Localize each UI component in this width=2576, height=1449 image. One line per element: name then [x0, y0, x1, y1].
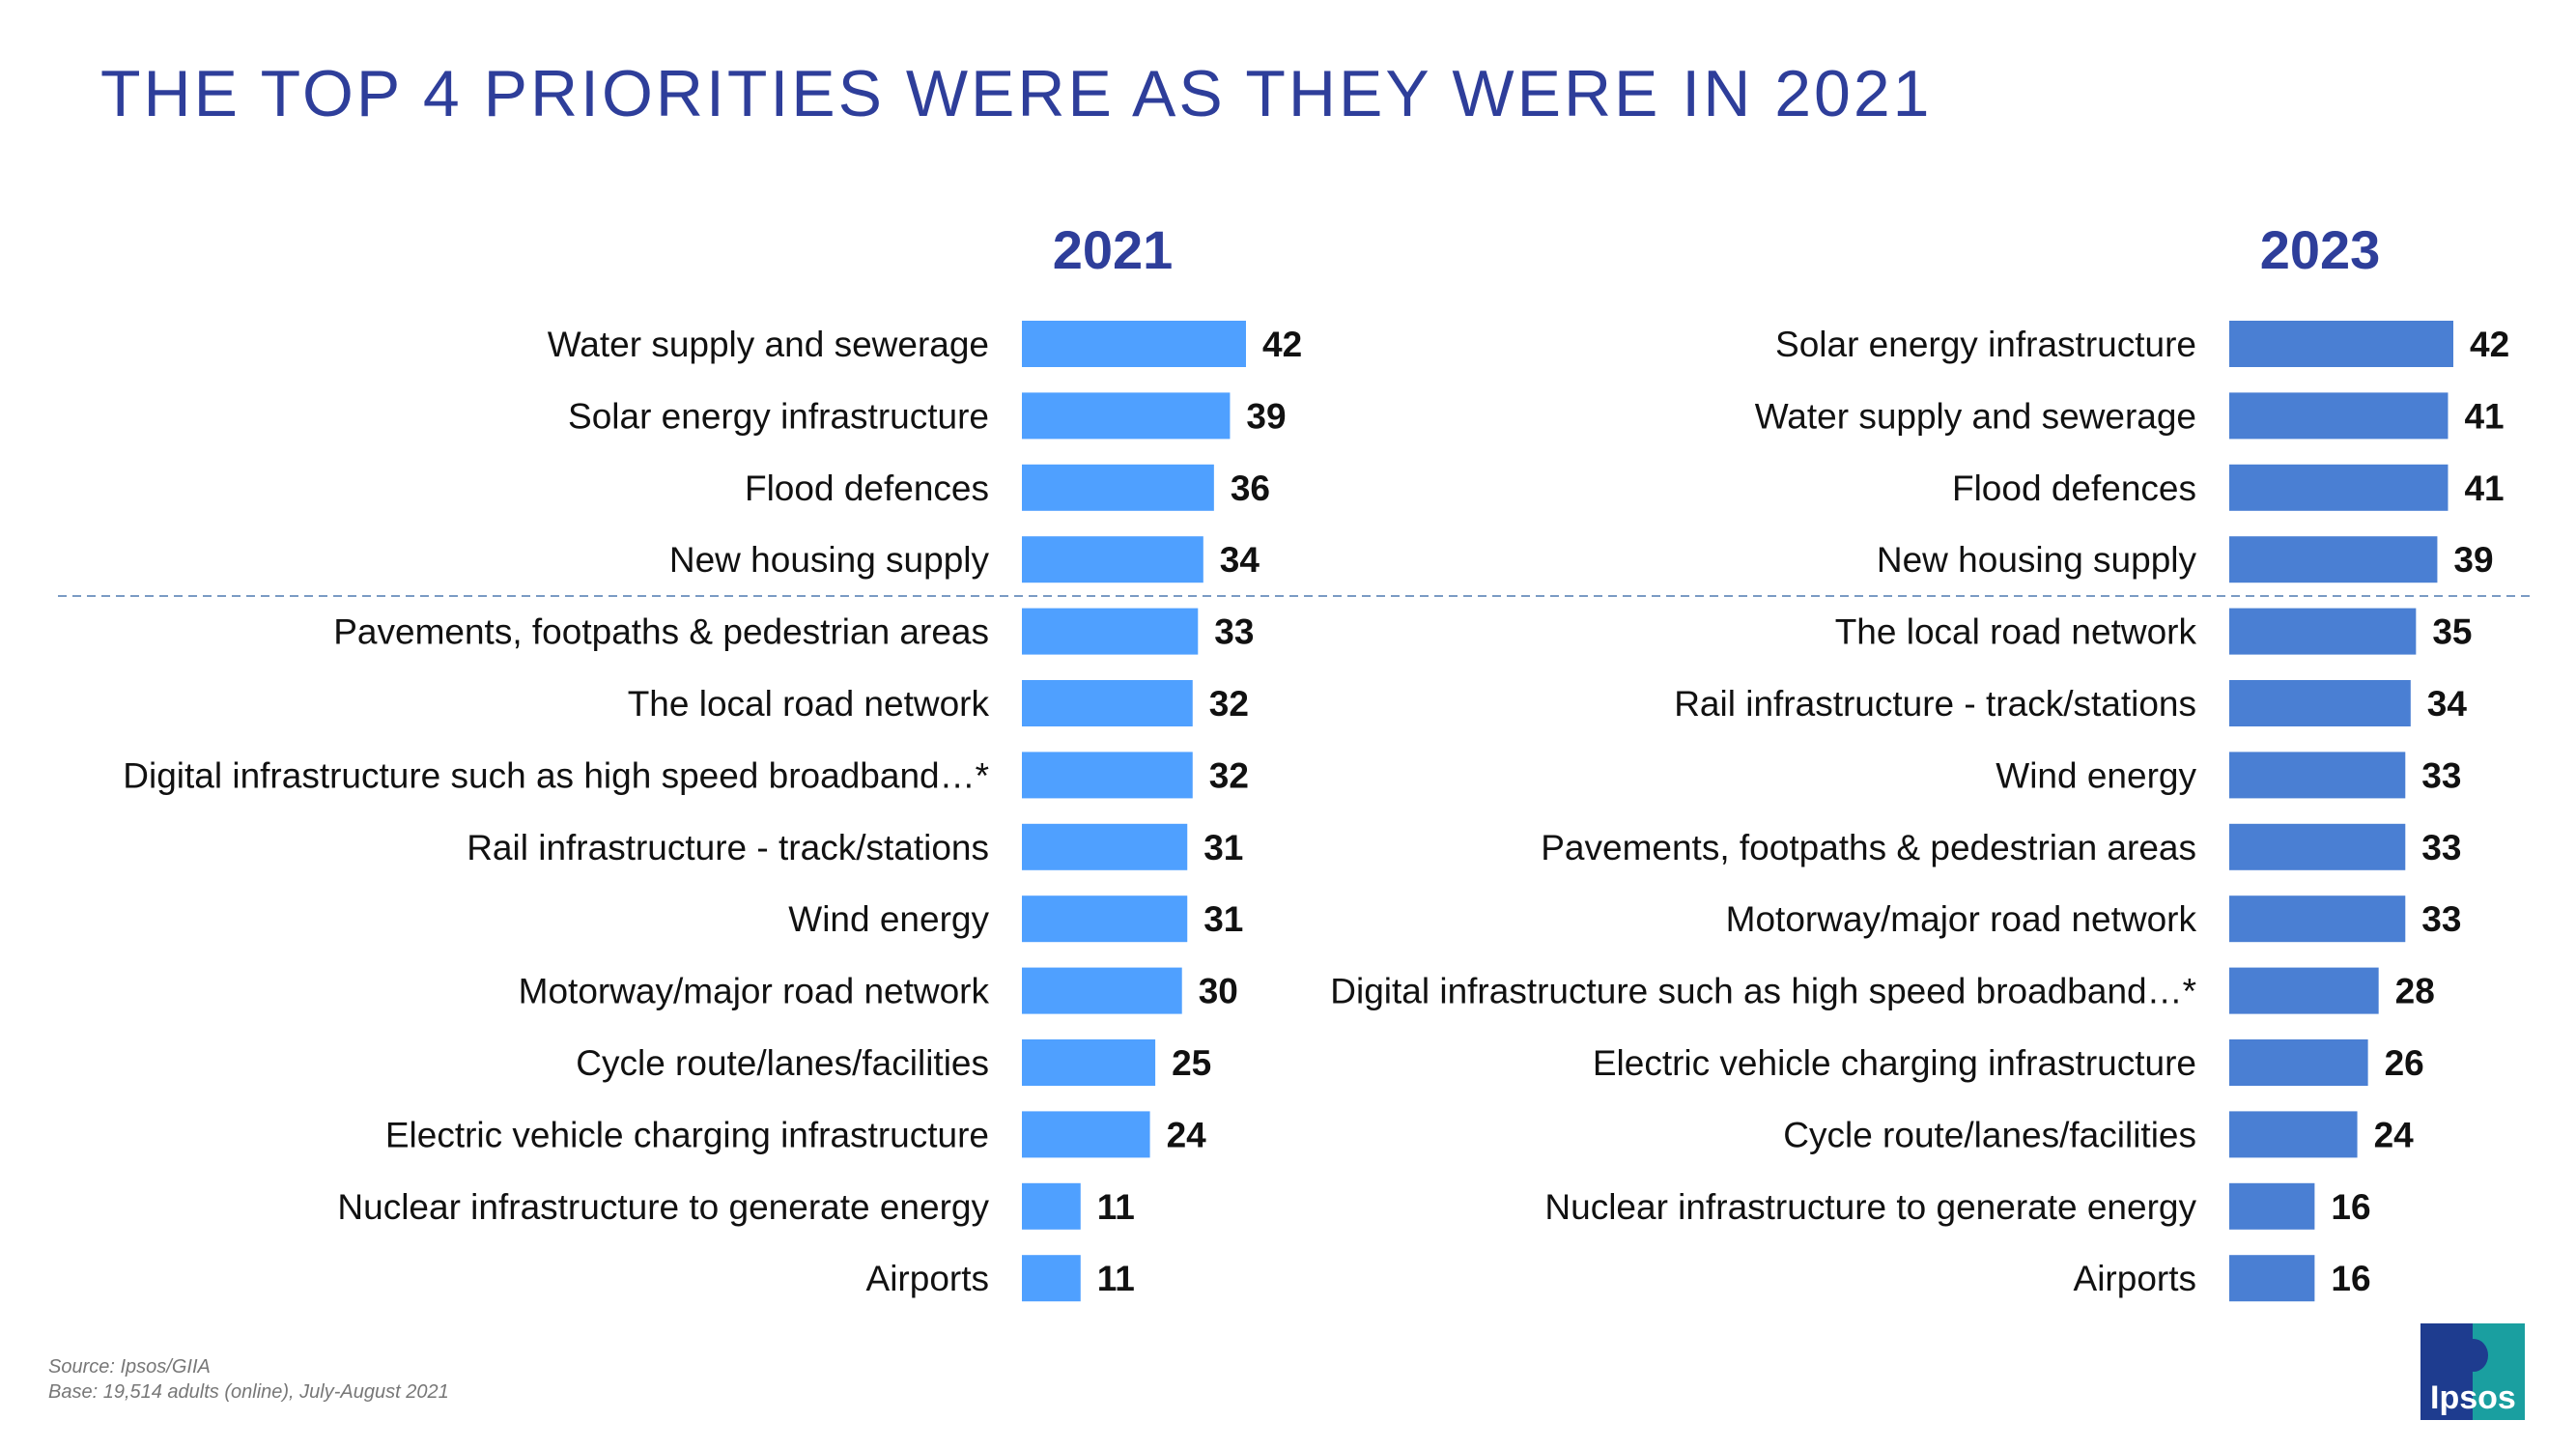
- logo-text: Ipsos: [2430, 1379, 2516, 1416]
- bar-2021: [1022, 823, 1188, 870]
- bar-2021: [1022, 967, 1182, 1014]
- bar-2023: [2229, 1255, 2315, 1302]
- category-label-2021: Flood defences: [745, 469, 989, 508]
- bar-2021: [1022, 895, 1188, 943]
- category-label-2023: Water supply and sewerage: [1755, 396, 2196, 436]
- category-label-2021: Electric vehicle charging infrastructure: [385, 1115, 989, 1154]
- category-label-2023: Pavements, footpaths & pedestrian areas: [1541, 828, 2196, 867]
- value-label-2021: 30: [1199, 972, 1238, 1011]
- category-label-2023: The local road network: [1835, 612, 2197, 652]
- value-label-2021: 34: [1220, 540, 1260, 580]
- category-label-2021: Cycle route/lanes/facilities: [576, 1043, 989, 1083]
- value-label-2021: 33: [1214, 612, 1254, 652]
- bar-2023: [2229, 321, 2453, 367]
- category-label-2023: Cycle route/lanes/facilities: [1783, 1115, 2196, 1154]
- category-label-2021: Water supply and sewerage: [548, 325, 989, 364]
- bar-2021: [1022, 321, 1246, 367]
- bar-2021: [1022, 1111, 1150, 1158]
- category-label-2023: Motorway/major road network: [1726, 899, 2197, 939]
- value-label-2023: 24: [2374, 1115, 2415, 1154]
- bar-2023: [2229, 464, 2449, 511]
- bar-2021: [1022, 1182, 1081, 1230]
- value-label-2021: 25: [1172, 1043, 1211, 1083]
- category-label-2023: Rail infrastructure - track/stations: [1674, 684, 2196, 724]
- category-label-2021: New housing supply: [669, 540, 990, 580]
- bar-2023: [2229, 1111, 2358, 1158]
- bar-2021: [1022, 464, 1214, 511]
- value-label-2023: 28: [2395, 972, 2435, 1011]
- value-label-2023: 42: [2470, 325, 2509, 364]
- category-label-2021: Airports: [866, 1259, 989, 1298]
- bar-2023: [2229, 895, 2406, 943]
- category-label-2021: Rail infrastructure - track/stations: [467, 828, 989, 867]
- bar-2023: [2229, 536, 2438, 583]
- bar-2023: [2229, 608, 2417, 655]
- bar-2021: [1022, 1039, 1156, 1086]
- value-label-2021: 42: [1262, 325, 1302, 364]
- value-label-2021: 31: [1203, 899, 1243, 939]
- value-label-2023: 33: [2421, 755, 2461, 795]
- bar-2021: [1022, 1255, 1081, 1302]
- category-label-2021: Wind energy: [788, 899, 989, 939]
- category-label-2021: Digital infrastructure such as high spee…: [123, 755, 989, 795]
- base-note: Base: 19,514 adults (online), July-Augus…: [48, 1381, 449, 1403]
- bar-2023: [2229, 680, 2411, 726]
- bar-2023: [2229, 967, 2379, 1014]
- bar-2021: [1022, 680, 1193, 726]
- category-label-2023: Electric vehicle charging infrastructure: [1593, 1043, 2196, 1083]
- value-label-2021: 39: [1246, 396, 1286, 436]
- category-label-2021: Nuclear infrastructure to generate energ…: [337, 1187, 989, 1227]
- value-label-2023: 41: [2464, 469, 2504, 508]
- category-label-2023: Nuclear infrastructure to generate energ…: [1544, 1187, 2196, 1227]
- value-label-2021: 32: [1209, 755, 1249, 795]
- source-note: Source: Ipsos/GIIA: [48, 1356, 211, 1378]
- value-label-2023: 26: [2385, 1043, 2424, 1083]
- value-label-2023: 16: [2331, 1259, 2370, 1298]
- bar-2021: [1022, 752, 1193, 799]
- category-label-2023: Digital infrastructure such as high spee…: [1330, 972, 2196, 1011]
- category-label-2021: The local road network: [628, 684, 990, 724]
- page-title: THE TOP 4 PRIORITIES WERE AS THEY WERE I…: [100, 57, 1933, 130]
- value-label-2023: 39: [2453, 540, 2493, 580]
- value-label-2021: 32: [1209, 684, 1249, 724]
- bar-2021: [1022, 608, 1199, 655]
- category-label-2021: Motorway/major road network: [519, 972, 990, 1011]
- chart-title-2021: 2021: [1053, 219, 1174, 280]
- value-label-2023: 41: [2464, 396, 2504, 436]
- value-label-2023: 16: [2331, 1187, 2370, 1227]
- bar-2023: [2229, 1039, 2368, 1086]
- value-label-2023: 35: [2432, 612, 2472, 652]
- value-label-2021: 11: [1097, 1259, 1135, 1298]
- category-label-2023: Flood defences: [1952, 469, 2196, 508]
- category-label-2023: New housing supply: [1877, 540, 2197, 580]
- value-label-2023: 34: [2427, 684, 2468, 724]
- bar-2023: [2229, 392, 2449, 440]
- value-label-2021: 31: [1203, 828, 1243, 867]
- value-label-2023: 33: [2421, 828, 2461, 867]
- value-label-2021: 11: [1097, 1187, 1135, 1227]
- chart-title-2023: 2023: [2260, 219, 2381, 280]
- category-label-2023: Solar energy infrastructure: [1775, 325, 2196, 364]
- value-label-2023: 33: [2421, 899, 2461, 939]
- category-label-2023: Wind energy: [1996, 755, 2196, 795]
- value-label-2021: 36: [1231, 469, 1270, 508]
- category-label-2021: Pavements, footpaths & pedestrian areas: [333, 612, 989, 652]
- bar-2023: [2229, 752, 2406, 799]
- category-label-2023: Airports: [2074, 1259, 2196, 1298]
- ipsos-logo: Ipsos: [2420, 1323, 2525, 1420]
- bar-2021: [1022, 392, 1231, 440]
- bar-2023: [2229, 823, 2406, 870]
- bar-2023: [2229, 1182, 2315, 1230]
- value-label-2021: 24: [1167, 1115, 1207, 1154]
- category-label-2021: Solar energy infrastructure: [568, 396, 989, 436]
- bar-2021: [1022, 536, 1203, 583]
